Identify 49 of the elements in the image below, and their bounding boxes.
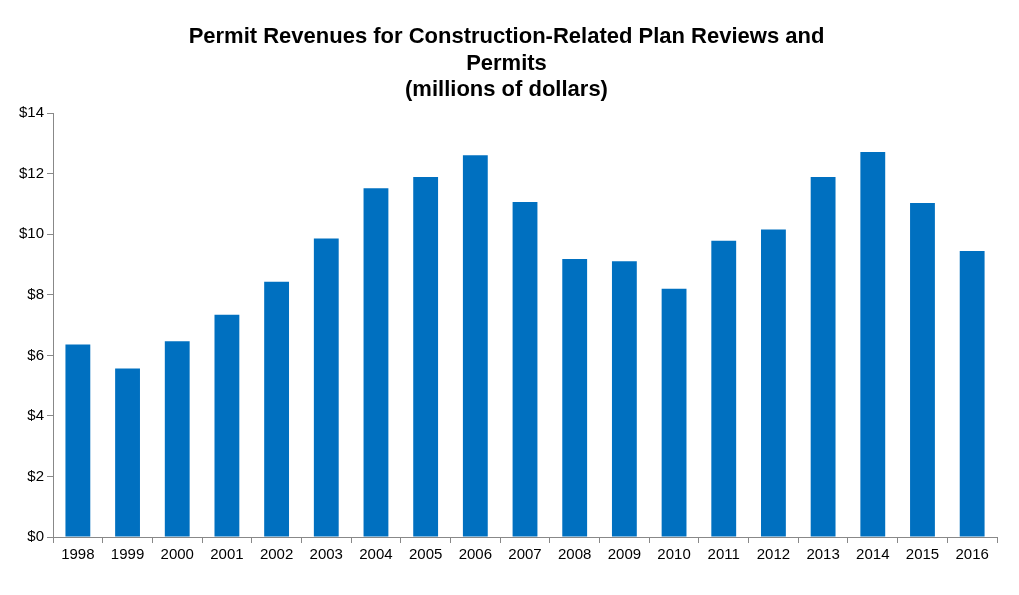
- bar: [661, 288, 687, 537]
- x-tick-label: 2015: [905, 545, 940, 563]
- x-tick-label: 1999: [110, 545, 145, 563]
- bar: [164, 341, 190, 537]
- text: Permits: [466, 49, 547, 75]
- text: (millions of dollars): [405, 76, 608, 102]
- y-tick-label: $2: [27, 466, 45, 484]
- bar: [214, 314, 240, 537]
- bar: [810, 177, 836, 537]
- x-tick-label: 2000: [160, 545, 194, 563]
- bar: [711, 240, 737, 537]
- x-tick-label: 2012: [756, 545, 791, 563]
- x-tick-label: 2013: [806, 545, 840, 563]
- x-tick-label: 2007: [508, 545, 542, 563]
- bar: [959, 250, 985, 537]
- bar: [363, 188, 389, 537]
- x-tick-label: 2014: [856, 545, 890, 563]
- y-tick-label: $8: [27, 284, 45, 302]
- text: Permit Revenues for Construction-Related Plan Reviews and: [188, 23, 825, 49]
- x-tick-label: 2003: [309, 545, 343, 563]
- x-tick-label: 2011: [707, 545, 740, 563]
- y-tick-label: $12: [19, 163, 45, 181]
- bar: [462, 155, 488, 537]
- x-tick-label: 2010: [657, 545, 691, 563]
- x-tick-label: 2004: [359, 545, 393, 563]
- x-tick-label: 1998: [61, 545, 95, 563]
- x-tick-label: 2002: [259, 545, 294, 563]
- bar: [761, 229, 786, 537]
- y-tick-label: $6: [27, 345, 45, 363]
- bar: [860, 151, 886, 537]
- y-tick-label: $10: [19, 224, 45, 242]
- y-tick-label: $4: [27, 406, 45, 424]
- y-tick-label: $0: [27, 527, 45, 545]
- x-tick-label: 2005: [408, 545, 443, 563]
- bar: [115, 368, 140, 537]
- bar: [264, 281, 290, 537]
- x-tick-label: 2006: [458, 545, 493, 563]
- bar: [562, 259, 588, 537]
- bar: [910, 203, 935, 537]
- x-tick-label: 2001: [210, 545, 244, 563]
- bar: [512, 201, 538, 537]
- y-tick-label: $14: [19, 103, 45, 121]
- bar: [313, 238, 339, 537]
- bar: [413, 177, 439, 537]
- x-tick-label: 2016: [955, 545, 989, 563]
- x-tick-label: 2009: [607, 545, 642, 563]
- x-tick-label: 2008: [558, 545, 592, 563]
- bar: [611, 261, 637, 537]
- bar: [65, 344, 91, 537]
